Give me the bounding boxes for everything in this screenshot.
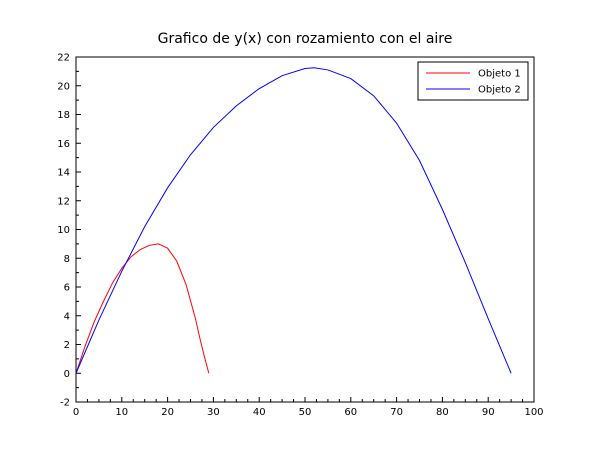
legend-label: Objeto 1	[478, 69, 521, 80]
x-tick-label: 100	[524, 407, 543, 418]
y-axis: -2 0 2 4 6 8 10 12 14 16 18 20 22	[57, 53, 81, 409]
y-tick-label: 10	[57, 225, 70, 236]
y-tick-label: 4	[64, 311, 70, 322]
x-tick-label: 0	[73, 407, 79, 418]
x-tick-label: 70	[390, 407, 403, 418]
x-tick-label: 50	[299, 407, 312, 418]
y-tick-label: 2	[64, 340, 70, 351]
legend: Objeto 1 Objeto 2	[417, 61, 529, 101]
x-tick-label: 10	[115, 407, 128, 418]
x-tick-label: 40	[253, 407, 266, 418]
y-tick-label: 0	[64, 369, 70, 380]
x-tick-label: 20	[161, 407, 174, 418]
y-tick-label: 6	[64, 283, 70, 294]
y-tick-label: -2	[60, 398, 70, 409]
y-tick-label: 18	[57, 110, 70, 121]
y-tick-label: 22	[57, 53, 70, 64]
x-tick-label: 60	[344, 407, 357, 418]
x-tick-label: 90	[482, 407, 495, 418]
y-tick-label: 12	[57, 196, 70, 207]
legend-box	[417, 61, 529, 101]
x-tick-label: 30	[207, 407, 220, 418]
x-tick-label: 80	[436, 407, 449, 418]
series-line-1	[75, 243, 210, 374]
y-tick-label: 8	[64, 254, 70, 265]
y-tick-label: 20	[57, 81, 70, 92]
y-tick-label: 16	[57, 139, 70, 150]
series-layer	[75, 67, 512, 374]
x-axis: 0 10 20 30 40 50 60 70 80 90 100	[73, 397, 544, 418]
plot-area	[75, 56, 535, 403]
series-line-2	[75, 67, 512, 374]
legend-label: Objeto 2	[478, 85, 521, 96]
chart-title: Grafico de y(x) con rozamiento con el ai…	[158, 31, 453, 47]
y-tick-label: 14	[57, 168, 70, 179]
